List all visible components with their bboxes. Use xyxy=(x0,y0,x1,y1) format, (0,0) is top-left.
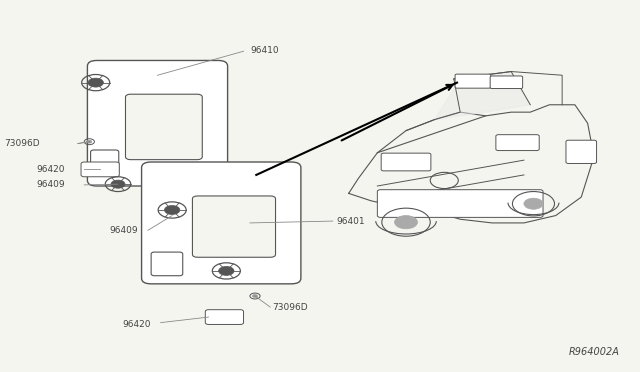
Circle shape xyxy=(524,198,543,209)
FancyBboxPatch shape xyxy=(205,310,244,324)
Text: 73096D: 73096D xyxy=(4,139,40,148)
Text: 73096D: 73096D xyxy=(272,303,308,312)
Circle shape xyxy=(88,78,104,87)
FancyBboxPatch shape xyxy=(81,162,119,177)
FancyBboxPatch shape xyxy=(88,61,228,186)
FancyBboxPatch shape xyxy=(496,135,540,151)
Circle shape xyxy=(87,140,92,143)
Text: 96409: 96409 xyxy=(36,180,65,189)
FancyBboxPatch shape xyxy=(193,196,276,257)
FancyBboxPatch shape xyxy=(566,140,596,163)
Text: R964002A: R964002A xyxy=(568,347,620,357)
Circle shape xyxy=(252,295,257,298)
Circle shape xyxy=(394,215,417,229)
Text: 96420: 96420 xyxy=(122,320,151,329)
FancyBboxPatch shape xyxy=(455,74,491,88)
Text: 96409: 96409 xyxy=(109,226,138,235)
FancyBboxPatch shape xyxy=(91,150,119,174)
Circle shape xyxy=(219,266,234,275)
Circle shape xyxy=(164,206,180,215)
Polygon shape xyxy=(435,71,531,119)
Text: 96410: 96410 xyxy=(250,46,278,55)
FancyBboxPatch shape xyxy=(490,76,523,89)
Text: 96401: 96401 xyxy=(336,217,365,225)
FancyBboxPatch shape xyxy=(378,190,543,217)
Text: 96420: 96420 xyxy=(36,165,65,174)
FancyBboxPatch shape xyxy=(125,94,202,160)
FancyBboxPatch shape xyxy=(381,153,431,171)
FancyBboxPatch shape xyxy=(141,162,301,284)
Circle shape xyxy=(111,180,125,188)
FancyBboxPatch shape xyxy=(151,252,183,276)
